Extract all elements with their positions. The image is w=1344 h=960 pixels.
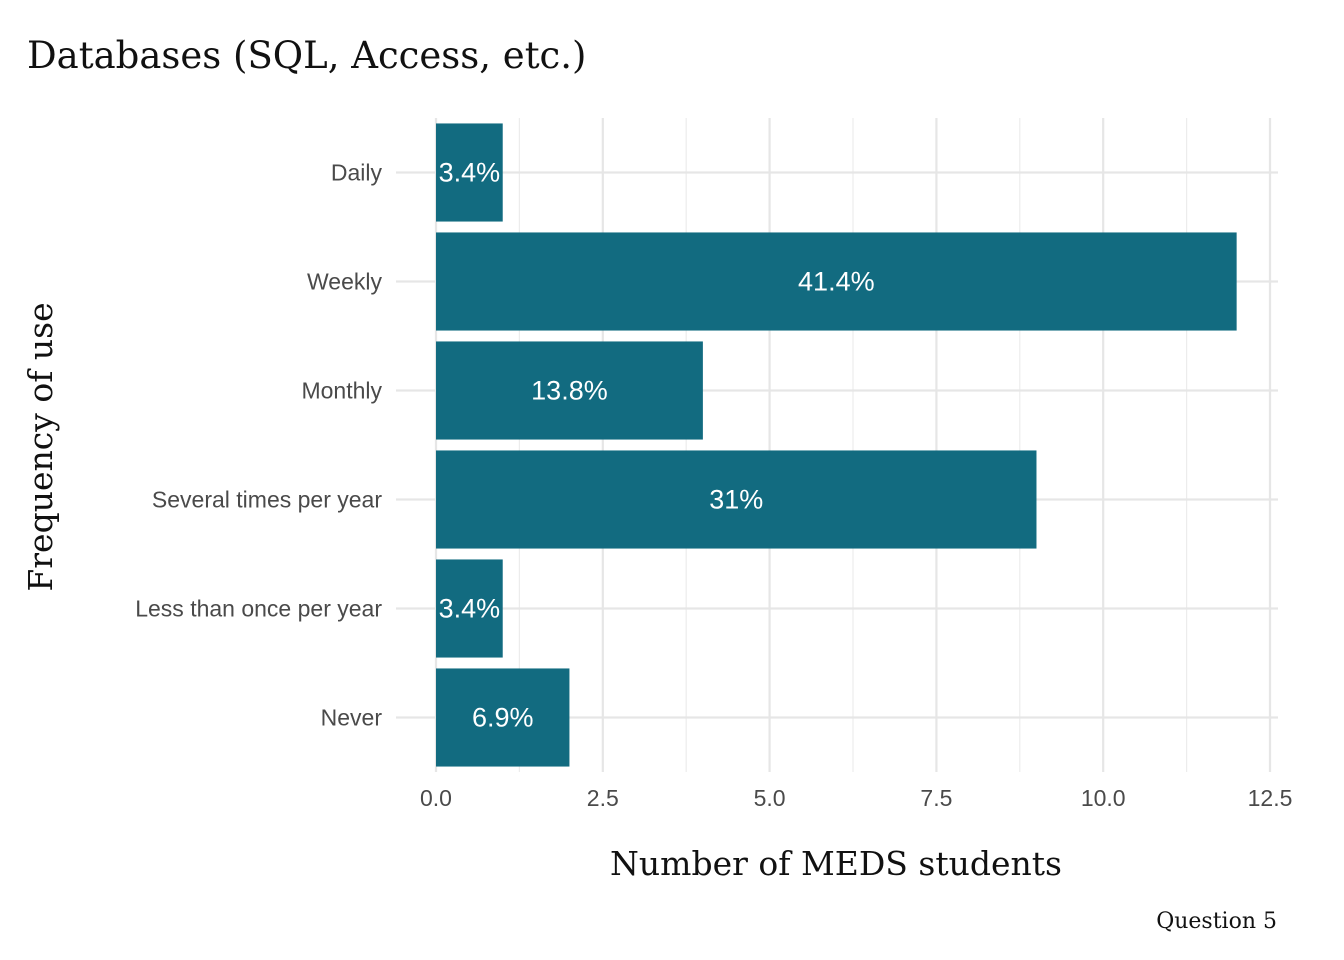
- bar-data-label: 41.4%: [798, 267, 875, 297]
- x-tick-label: 2.5: [587, 785, 619, 811]
- y-tick-label: Daily: [331, 160, 383, 186]
- x-tick-label: 5.0: [754, 785, 786, 811]
- bar-weekly: [436, 232, 1237, 331]
- bar-data-label: 13.8%: [531, 376, 608, 406]
- bar-several-times-per-year: [436, 450, 1037, 549]
- y-tick-label: Several times per year: [152, 487, 382, 513]
- bar-data-label: 6.9%: [472, 703, 534, 733]
- bar-never: [436, 668, 570, 767]
- x-tick-label: 10.0: [1081, 785, 1126, 811]
- bar-data-label: 3.4%: [439, 594, 501, 624]
- axis-layer: Daily Weekly Monthly Several times per year…: [135, 160, 1292, 812]
- x-tick-label: 0.0: [420, 785, 452, 811]
- x-axis-title: Number of MEDS students: [610, 844, 1062, 883]
- label-layer: 3.4% 41.4% 13.8% 31% 3.4% 6.9%: [439, 158, 875, 733]
- x-tick-label: 12.5: [1248, 785, 1293, 811]
- y-tick-label: Never: [321, 705, 383, 731]
- chart-title: Databases (SQL, Access, etc.): [27, 34, 586, 77]
- bar-data-label: 3.4%: [439, 158, 501, 188]
- x-tick-label: 7.5: [920, 785, 952, 811]
- y-tick-label: Less than once per year: [135, 596, 382, 622]
- bar-monthly: [436, 341, 703, 440]
- bar-less-than-once-per-year: [436, 559, 503, 658]
- y-tick-label: Monthly: [301, 378, 382, 404]
- y-tick-label: Weekly: [307, 269, 382, 295]
- chart-caption: Question 5: [1156, 909, 1277, 934]
- bar-data-label: 31%: [709, 485, 763, 515]
- bar-daily: [436, 123, 503, 222]
- y-axis-title: Frequency of use: [21, 302, 60, 591]
- bar-layer: [436, 123, 1237, 767]
